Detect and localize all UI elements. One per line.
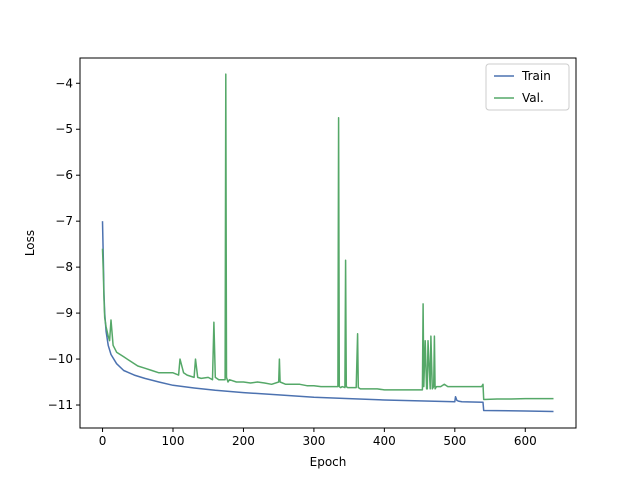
x-tick-label: 300 [302, 434, 325, 448]
y-tick-label: −11 [48, 398, 73, 412]
x-tick-label: 400 [373, 434, 396, 448]
y-axis-label: Loss [23, 230, 37, 256]
x-axis-ticks: 0 100 200 300 400 500 600 [99, 428, 537, 448]
y-axis-ticks: −11 −10 −9 −8 −7 −6 −5 −4 [48, 76, 80, 412]
y-tick-label: −5 [55, 122, 73, 136]
y-tick-label: −6 [55, 168, 73, 182]
series-line-1 [101, 73, 554, 401]
x-tick-label: 200 [232, 434, 255, 448]
x-tick-label: 0 [99, 434, 107, 448]
legend: Train Val. [485, 63, 570, 111]
y-tick-label: −4 [55, 76, 73, 90]
y-tick-label: −9 [55, 306, 73, 320]
series-line-0 [101, 221, 554, 413]
legend-label-1: Val. [522, 91, 544, 105]
x-tick-label: 600 [514, 434, 537, 448]
axes-frame [79, 57, 577, 429]
y-tick-label: −7 [55, 214, 73, 228]
legend-label-0: Train [521, 69, 551, 83]
y-tick-label: −10 [48, 352, 73, 366]
x-tick-label: 500 [443, 434, 466, 448]
series-layer [101, 73, 554, 413]
x-tick-label: 100 [162, 434, 185, 448]
x-axis-label: Epoch [310, 455, 347, 469]
y-tick-label: −8 [55, 260, 73, 274]
